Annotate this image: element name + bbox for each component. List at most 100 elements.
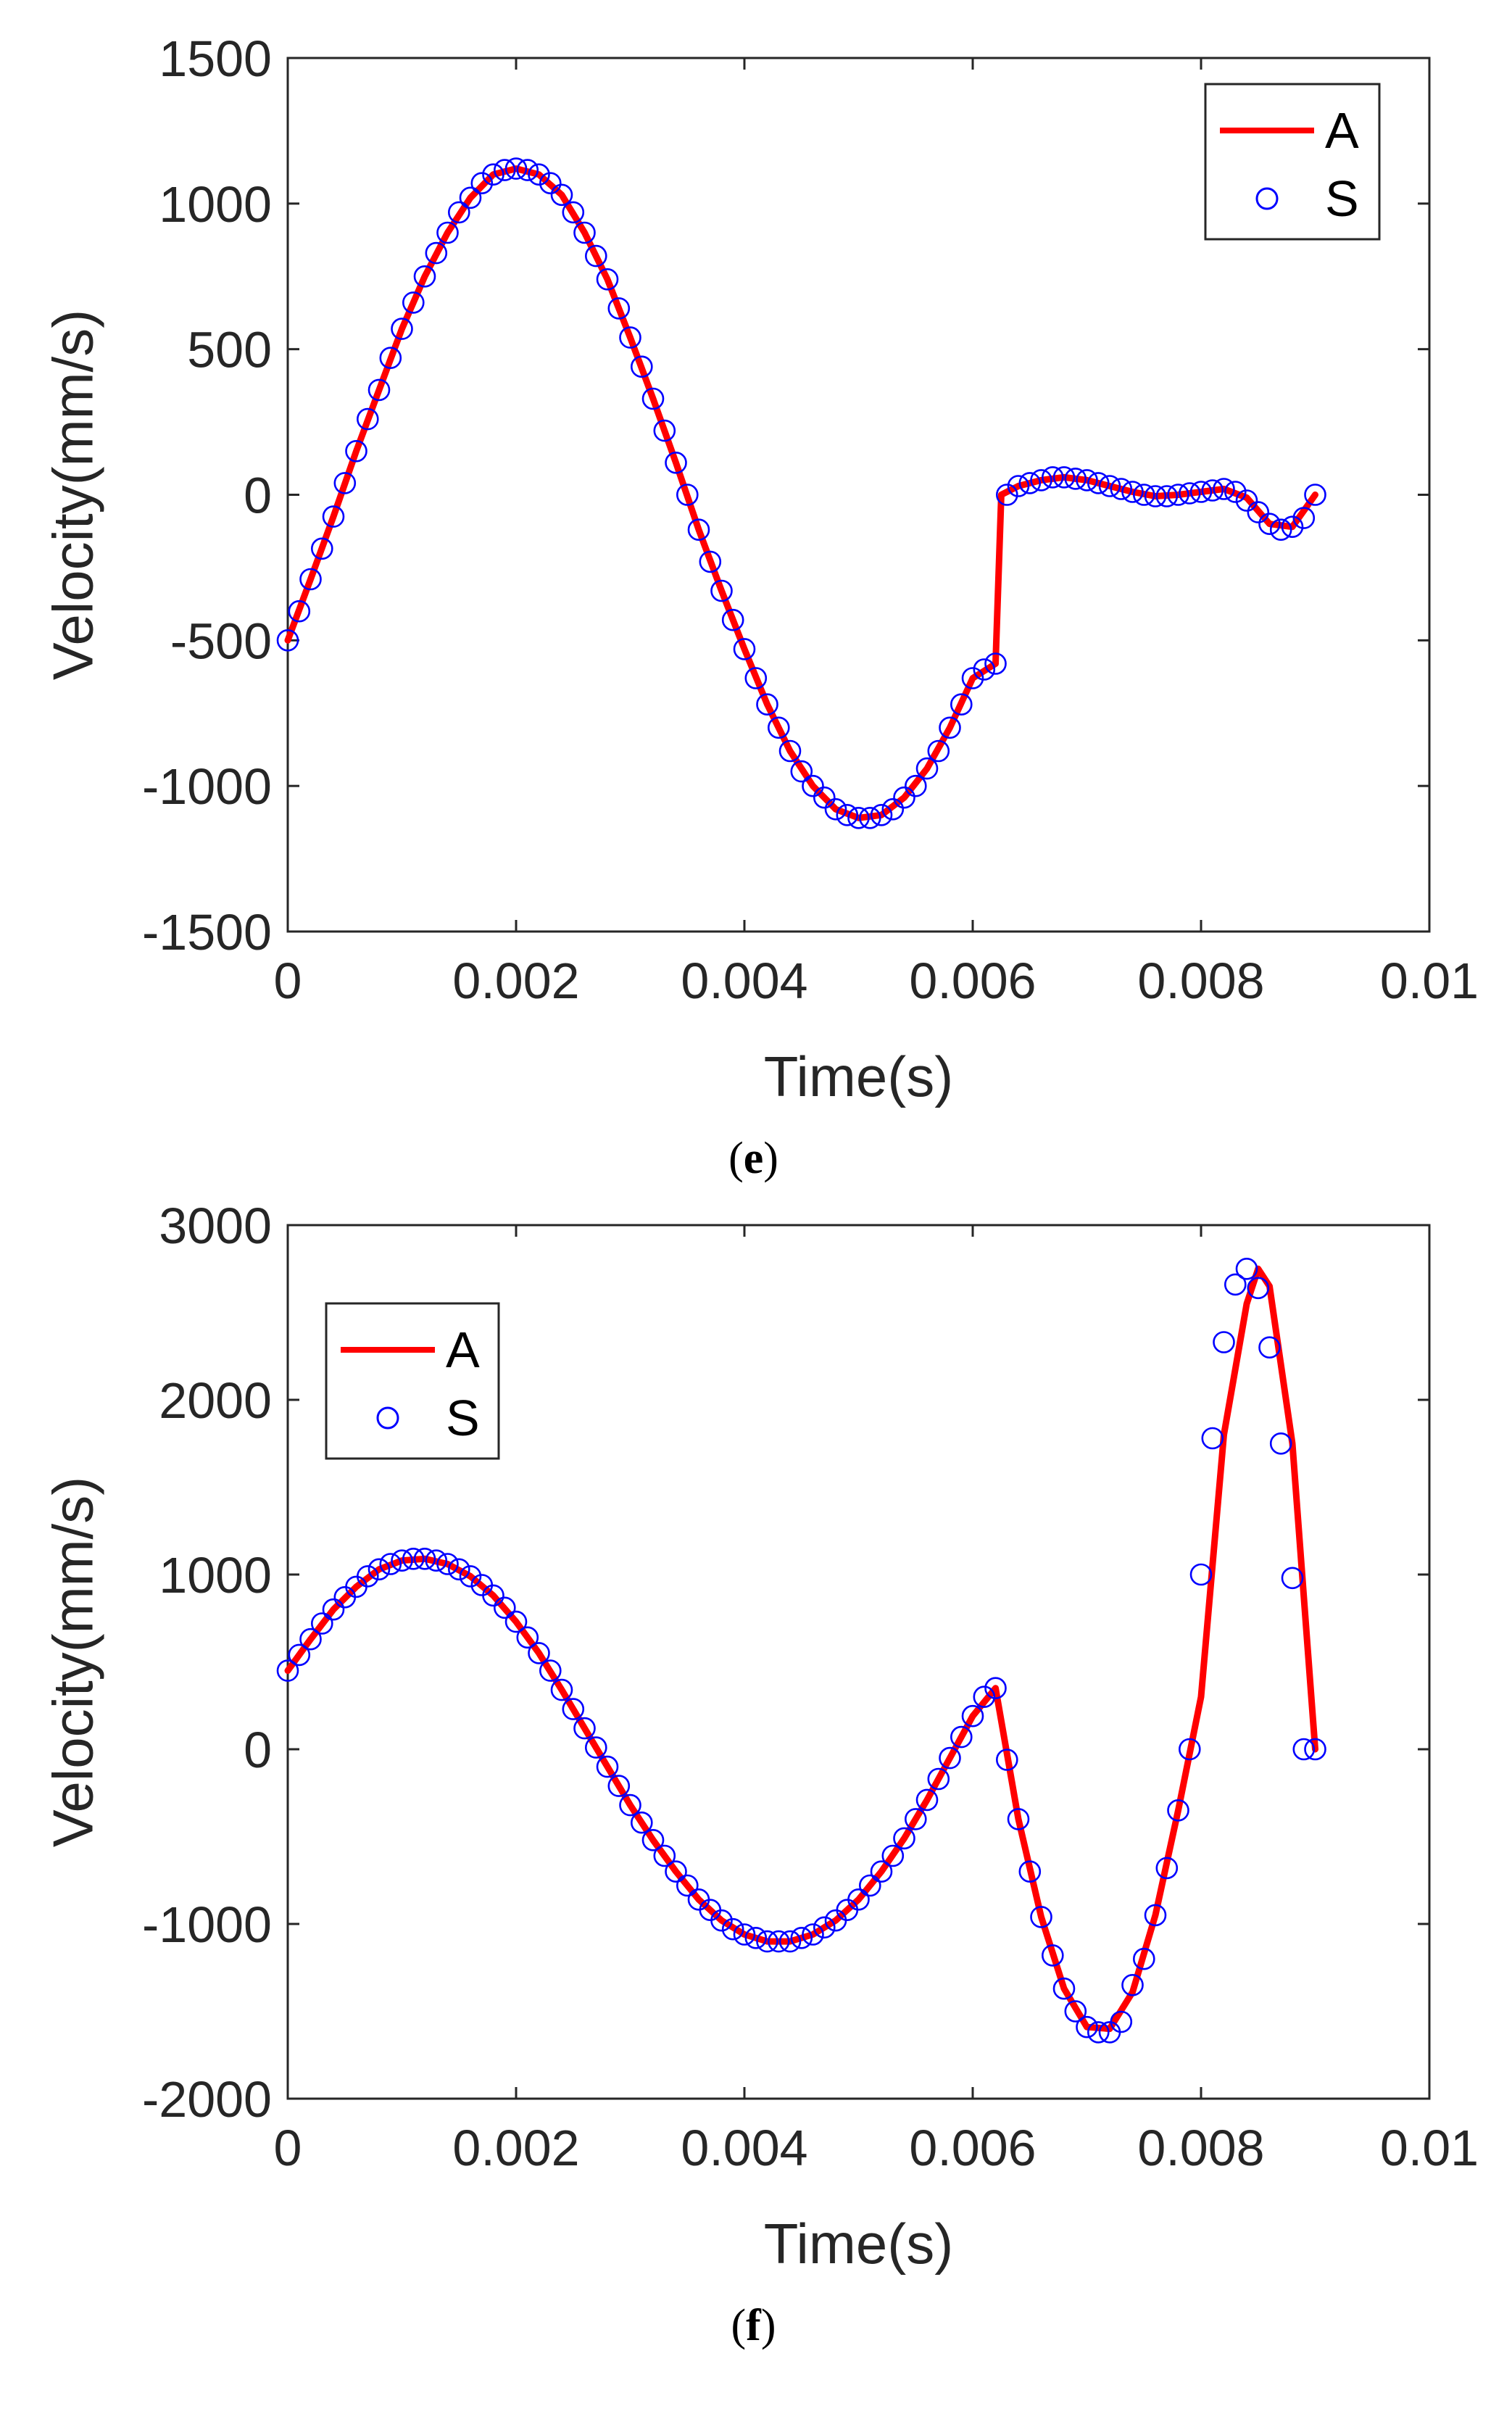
series-S-point-e <box>756 693 778 716</box>
series-S-point-f <box>539 1659 562 1682</box>
panel-label-f: (f) <box>731 2301 776 2350</box>
y-tick-label-f: 3000 <box>159 1198 272 1254</box>
x-tick-label-f: 0.01 <box>1380 2120 1479 2176</box>
series-S-point-f <box>528 1642 550 1664</box>
series-S-point-f <box>1133 1947 1155 1970</box>
series-S-point-e <box>881 798 905 821</box>
series-S-point-f <box>984 1677 1007 1699</box>
series-S-point-e <box>699 550 722 573</box>
series-S-point-f <box>402 1548 425 1570</box>
series-S-point-e <box>345 439 367 463</box>
legend-e: A S <box>1204 83 1381 241</box>
series-S-markers-e <box>276 157 1326 829</box>
series-S-point-f <box>1052 1977 1076 2000</box>
series-S-point-e <box>1167 484 1189 506</box>
series-A-line-path-f <box>284 1265 1318 2033</box>
series-S-point-e <box>630 355 653 378</box>
y-tick-label-e: 0 <box>244 468 272 524</box>
series-S-point-e <box>915 757 939 780</box>
series-S-point-f <box>1224 1273 1247 1296</box>
series-S-point-e <box>973 658 996 681</box>
ticks-e: 0 0.002 0.004 0.006 0.008 0.01 -1500 -1000 -500 0… <box>142 30 1479 1009</box>
series-S-point-e <box>436 221 459 244</box>
series-A-line-path-e <box>284 165 1318 821</box>
series-S-point-e <box>322 505 345 528</box>
series-S-point-f <box>927 1767 950 1791</box>
series-S-point-e <box>379 347 402 370</box>
series-S-point-f <box>562 1698 585 1720</box>
series-S-point-f <box>1258 1336 1281 1359</box>
legend-S-swatch-f <box>376 1406 399 1430</box>
series-S-point-f <box>596 1755 619 1778</box>
series-S-point-f <box>950 1725 973 1749</box>
series-S-point-e <box>984 652 1007 675</box>
series-S-point-f <box>813 1916 836 1939</box>
series-S-point-f <box>413 1548 436 1570</box>
series-S-point-e <box>1052 466 1076 489</box>
series-S-point-f <box>665 1860 687 1883</box>
series-S-point-f <box>905 1808 927 1830</box>
series-S-point-e <box>1007 475 1030 497</box>
series-S-point-f <box>367 1558 391 1581</box>
series-S-point-e <box>1179 482 1201 505</box>
series-S-point-e <box>802 774 824 797</box>
series-S-point-f <box>641 1829 665 1851</box>
series-S-point-f <box>721 1917 744 1941</box>
series-S-point-f <box>915 1788 939 1812</box>
series-S-point-e <box>687 518 710 542</box>
series-S-point-e <box>1247 501 1270 523</box>
series-A-line-f <box>284 1265 1318 2033</box>
series-S-point-e <box>733 638 756 660</box>
series-S-point-f <box>1304 1738 1326 1761</box>
series-S-point-e <box>310 537 333 560</box>
y-tick-label-e: 1000 <box>159 176 272 233</box>
series-S-point-e <box>550 183 573 207</box>
series-S-point-f <box>1179 1738 1201 1761</box>
series-S-point-e <box>859 807 881 829</box>
x-tick-label-f: 0.008 <box>1137 2120 1264 2176</box>
series-S-point-f <box>1189 1563 1213 1586</box>
series-S-point-f <box>425 1549 448 1572</box>
series-S-point-e <box>1087 472 1110 494</box>
series-S-point-f <box>391 1549 413 1572</box>
legend-S-label-e: S <box>1325 170 1359 227</box>
y-tick-label-f: -2000 <box>142 2071 272 2128</box>
series-S-point-e <box>1189 481 1213 503</box>
series-S-point-e <box>927 739 950 763</box>
series-S-point-f <box>276 1659 299 1682</box>
series-S-point-f <box>356 1565 379 1588</box>
series-S-point-f <box>619 1793 641 1817</box>
series-S-point-f <box>1281 1567 1304 1590</box>
series-S-point-e <box>1144 485 1167 507</box>
series-S-point-e <box>573 221 596 244</box>
series-S-point-e <box>425 241 448 265</box>
series-S-point-e <box>710 579 733 602</box>
series-S-point-e <box>870 804 893 826</box>
series-S-point-f <box>744 1927 768 1949</box>
series-S-point-e <box>1155 485 1179 507</box>
series-S-point-e <box>665 451 687 474</box>
series-S-point-e <box>996 484 1018 506</box>
series-S-point-e <box>528 163 550 186</box>
panel-label-e: (e) <box>728 1134 778 1183</box>
series-S-point-e <box>619 326 641 349</box>
y-tick-label-e: 1500 <box>159 30 272 87</box>
series-S-point-e <box>402 291 425 314</box>
series-S-point-e <box>950 693 973 716</box>
x-tick-label-e: 0.01 <box>1380 953 1479 1009</box>
series-S-point-f <box>630 1811 653 1834</box>
y-tick-label-e: 500 <box>187 322 272 378</box>
series-S-point-e <box>676 484 699 506</box>
series-S-point-f <box>516 1626 539 1649</box>
series-S-point-f <box>973 1685 996 1708</box>
series-S-point-f <box>607 1775 631 1797</box>
y-tick-label-f: 2000 <box>159 1372 272 1429</box>
series-S-point-f <box>1269 1432 1292 1455</box>
series-S-point-f <box>379 1553 402 1575</box>
x-tick-label-e: 0 <box>274 953 302 1009</box>
legend-f: A S <box>325 1302 500 1460</box>
series-S-point-e <box>1304 484 1326 506</box>
series-S-point-f <box>1213 1331 1235 1353</box>
series-S-markers-f <box>276 1258 1326 2044</box>
axes-frame-f <box>286 1224 1431 2100</box>
